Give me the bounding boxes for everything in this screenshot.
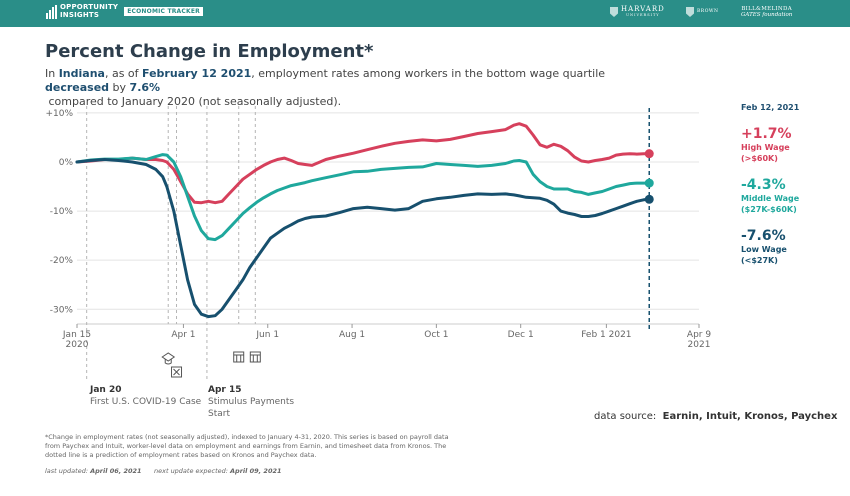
brown-shield-icon — [686, 7, 694, 17]
y-tick-label: -10% — [50, 207, 74, 217]
next-update-date: April 09, 2021 — [230, 467, 282, 475]
series-line — [75, 122, 651, 205]
chart-grid — [77, 112, 699, 325]
storefront-icon-door — [252, 355, 258, 362]
legend-value: +1.7% — [741, 126, 792, 142]
bar-chart-icon — [46, 4, 57, 19]
storefront-icon-frame — [233, 351, 245, 363]
y-tick-label: +10% — [45, 109, 73, 119]
x-tick-label: Apr 1 — [171, 330, 195, 340]
series-endpoint — [644, 149, 654, 159]
storefront-icon — [249, 351, 261, 363]
legend-label: High Wage — [741, 143, 790, 152]
subtitle-value: 7.6% — [129, 81, 161, 94]
harvard-name: HARVARD — [621, 5, 665, 13]
update-info: last updated: April 06, 2021 next update… — [45, 467, 282, 475]
annotation-date: Apr 15 — [208, 385, 242, 395]
chart-subtitle: In Indiana, as of February 12 2021, empl… — [45, 67, 645, 109]
series-line — [75, 158, 651, 319]
legend-value: -7.6% — [741, 228, 786, 244]
x-tick-label: Apr 9 — [687, 330, 711, 340]
footnote: *Change in employment rates (not seasona… — [45, 433, 449, 459]
gates-logo[interactable]: BILL&MELINDA GATES foundation — [741, 6, 792, 18]
storefront-icon-frame — [249, 351, 261, 363]
annotation-text: Stimulus Payments — [208, 397, 295, 407]
annotation-first-covid-case: Jan 20 First U.S. COVID-19 Case — [90, 384, 201, 408]
next-update-label: next update expected: — [153, 467, 228, 475]
gates-line2: GATES foundation — [741, 12, 793, 18]
legend-date: Feb 12, 2021 — [741, 103, 800, 112]
legend-item-high-wage: +1.7% High Wage (>$60K) — [741, 126, 792, 164]
chart-series — [75, 122, 654, 319]
brand-name: OPPORTUNITY INSIGHTS — [60, 3, 119, 19]
brand-line2: INSIGHTS — [60, 10, 100, 19]
subtitle-direction: decreased — [45, 81, 110, 94]
series-endpoint — [644, 194, 654, 204]
harvard-sub: UNIVERSITY — [626, 13, 660, 17]
source-value: Earnin, Intuit, Kronos, Paychex — [662, 411, 838, 422]
brand-line1: OPPORTUNITY — [60, 3, 119, 11]
brand-logo[interactable]: OPPORTUNITY INSIGHTS ECONOMIC TRACKER — [46, 3, 203, 19]
harvard-logo[interactable]: HARVARD UNIVERSITY — [610, 6, 665, 18]
data-source: data source: Earnin, Intuit, Kronos, Pay… — [594, 411, 837, 422]
annotation-text: Start — [208, 409, 230, 419]
subtitle-date: February 12 2021 — [142, 67, 252, 80]
legend-value: -4.3% — [741, 177, 786, 193]
closed-box-icon — [171, 366, 183, 378]
legend-range: (>$60K) — [741, 154, 778, 163]
subtitle-state[interactable]: Indiana — [58, 67, 105, 80]
legend-label: Middle Wage — [741, 194, 800, 203]
header-bar: OPPORTUNITY INSIGHTS ECONOMIC TRACKER HA… — [0, 0, 850, 27]
event-icons — [161, 351, 261, 378]
subtitle-mid3: by — [109, 81, 130, 94]
series-line — [75, 153, 651, 242]
graduation-cap-icon-base — [164, 359, 172, 365]
tracker-label: ECONOMIC TRACKER — [124, 7, 203, 16]
legend-item-low-wage: -7.6% Low Wage (<$27K) — [741, 228, 787, 266]
storefront-icon — [233, 351, 245, 363]
x-tick-label: Dec 1 — [508, 330, 534, 340]
legend-range: (<$27K) — [741, 256, 778, 265]
source-label: data source: — [594, 411, 657, 422]
x-tick-label: Oct 1 — [424, 330, 448, 340]
legend-label: Low Wage — [741, 245, 787, 254]
y-tick-label: -30% — [50, 305, 74, 315]
subtitle-mid1: , as of — [104, 67, 143, 80]
x-tick-label: Aug 1 — [339, 330, 365, 340]
annotation-stimulus: Apr 15 Stimulus Payments Start — [208, 384, 294, 420]
x-tick-label: Feb 1 2021 — [581, 330, 631, 340]
annotation-text: First U.S. COVID-19 Case — [90, 397, 202, 407]
subtitle-mid2: , employment rates among workers in the … — [251, 67, 606, 80]
graduation-cap-icon-top — [161, 352, 176, 362]
last-updated-label: last updated: — [45, 467, 89, 475]
x-tick-label: Jun 1 — [255, 330, 279, 340]
legend-range: ($27K-$60K) — [741, 205, 797, 214]
annotation-date: Jan 20 — [90, 385, 122, 395]
y-tick-label: -20% — [50, 256, 74, 266]
graduation-cap-icon — [161, 352, 176, 365]
brown-logo[interactable]: BROWN — [686, 7, 718, 17]
subtitle-prefix: In — [45, 67, 59, 80]
legend-item-middle-wage: -4.3% Middle Wage ($27K-$60K) — [741, 177, 799, 215]
closed-box-icon-x — [173, 368, 180, 376]
x-tick-label: 2020 — [66, 340, 89, 350]
series-endpoint — [644, 178, 654, 188]
harvard-shield-icon — [610, 7, 618, 17]
gates-line1: BILL&MELINDA — [741, 6, 792, 12]
brown-name: BROWN — [697, 9, 719, 14]
subtitle-line2: compared to January 2020 (not seasonally… — [48, 95, 342, 108]
storefront-icon-door — [236, 355, 242, 362]
y-tick-label: 0% — [59, 158, 74, 168]
page-title: Percent Change in Employment* — [45, 41, 374, 62]
x-tick-label: 2021 — [688, 340, 711, 350]
x-tick-label: Jan 15 — [62, 330, 91, 340]
last-updated-date: April 06, 2021 — [90, 467, 142, 475]
